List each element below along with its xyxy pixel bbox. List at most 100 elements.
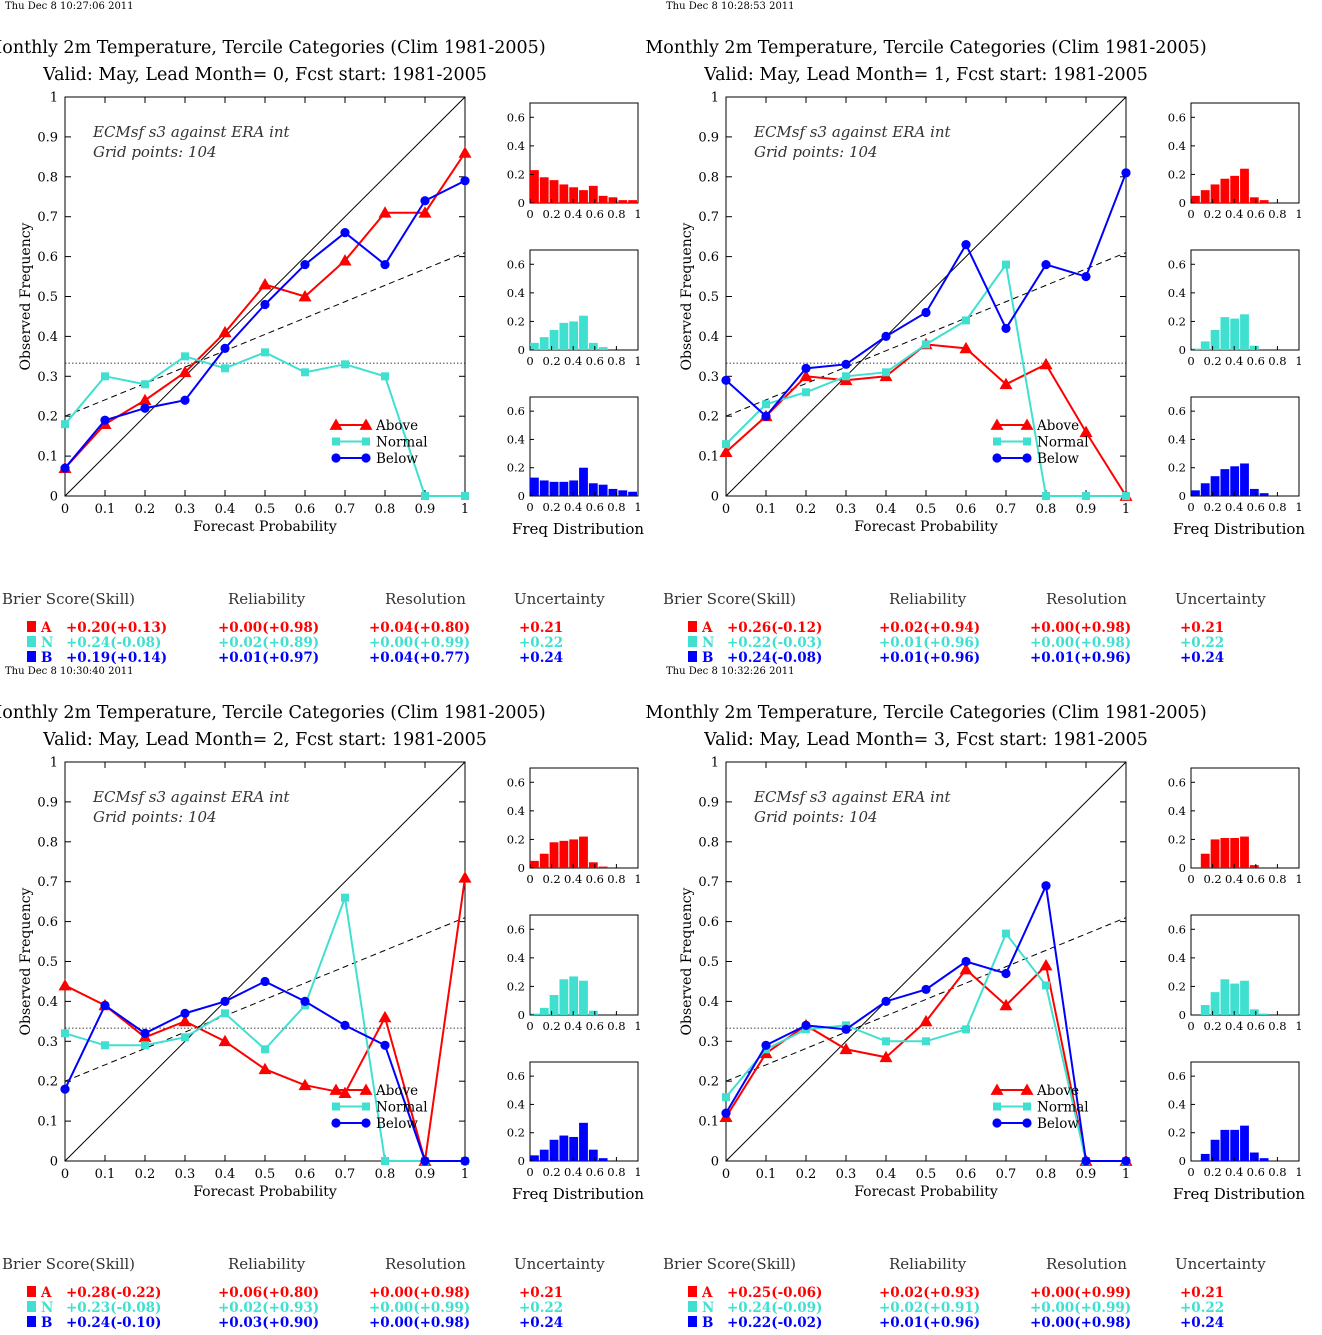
data-point-above [959, 341, 973, 354]
distribution-x-tick-label: 0 [526, 500, 533, 514]
score-category: A [701, 1285, 713, 1301]
perfect-reliability-line [64, 96, 466, 497]
distribution-y-tick-label: 0.6 [507, 404, 525, 418]
y-tick-label: 1 [50, 756, 58, 771]
x-axis-label: Forecast Probability [193, 519, 337, 535]
x-tick-label: 0.4 [215, 502, 236, 517]
distribution-x-tick-label: 1 [634, 500, 641, 514]
distribution-x-tick-label: 0.2 [542, 872, 560, 886]
resolution-score: +0.00(+0.98) [369, 1285, 470, 1301]
score-category: B [702, 1315, 713, 1330]
distribution-y-tick-label: 0.6 [1168, 775, 1186, 789]
data-point-below [921, 984, 931, 995]
distribution-x-tick-label: 0.8 [1268, 500, 1286, 514]
x-tick-label: 0.2 [135, 1167, 156, 1182]
distribution-x-tick-label: 0 [526, 1165, 533, 1179]
distribution-bar-normal [1210, 330, 1220, 350]
distribution-bar-above [598, 195, 608, 203]
legend-label: Below [1037, 451, 1079, 467]
distribution-x-tick-label: 0.4 [1225, 500, 1243, 514]
data-point-below [961, 956, 971, 967]
x-tick-label: 0.7 [335, 502, 356, 517]
distribution-y-tick-label: 0 [518, 1154, 525, 1168]
reliability-score: +0.02(+0.93) [218, 1300, 319, 1316]
distribution-y-tick-label: 0.4 [507, 432, 525, 446]
data-point-normal [261, 1045, 269, 1054]
data-point-normal [301, 368, 309, 377]
reliability-score: +0.03(+0.90) [218, 1315, 319, 1330]
distribution-bar-normal [539, 1007, 549, 1015]
legend-marker [1022, 453, 1032, 463]
distribution-x-tick-label: 0.8 [1268, 354, 1286, 368]
legend-label: Below [1037, 1116, 1079, 1132]
y-tick-label: 0.5 [698, 955, 719, 970]
data-point-normal [722, 1093, 730, 1102]
legend-marker [990, 418, 1004, 430]
y-tick-label: 0.7 [37, 875, 58, 890]
legend-label: Normal [376, 435, 428, 451]
resolution-score: +0.01(+0.96) [1030, 650, 1131, 666]
distribution-bar-below [579, 1122, 588, 1161]
distribution-bar-normal [579, 980, 588, 1015]
annotation-line: ECMsf s3 against ERA int [92, 123, 291, 141]
data-point-normal [181, 352, 189, 361]
distribution-x-tick-label: 0 [526, 207, 533, 221]
score-header: Reliability [889, 590, 967, 608]
distribution-y-tick-label: 0.2 [1168, 167, 1186, 181]
score-category: A [40, 1285, 52, 1301]
distribution-y-tick-label: 0 [1179, 343, 1186, 357]
distribution-x-tick-label: 0.2 [542, 500, 560, 514]
brier-score: +0.22(-0.03) [727, 635, 822, 651]
distribution-bar-normal [1191, 348, 1200, 350]
legend-label: Above [1036, 418, 1079, 434]
score-row-swatch [688, 1316, 697, 1327]
perfect-reliability-line [725, 761, 1127, 1162]
distribution-y-tick-label: 0.4 [507, 804, 525, 818]
uncertainty-score: +0.24 [1180, 650, 1224, 666]
distribution-bar-below [1191, 490, 1200, 496]
score-header: Resolution [1046, 1255, 1127, 1273]
distribution-bar-above [1249, 197, 1259, 203]
distribution-bar-below [1249, 488, 1259, 496]
distribution-bar-below [598, 484, 608, 496]
score-category: N [702, 635, 714, 651]
panel-3: Thu Dec 8 10:32:26 2011 Monthly 2m Temper… [645, 666, 1305, 1331]
data-point-normal [461, 492, 469, 500]
data-point-above [378, 206, 392, 218]
distribution-bar-below [559, 481, 569, 496]
score-row-swatch [688, 651, 697, 662]
distribution-bar-normal [1210, 992, 1220, 1015]
data-point-below [1121, 168, 1131, 178]
data-point-below [921, 307, 931, 318]
score-row-swatch [27, 621, 36, 632]
x-tick-label: 1 [1122, 502, 1130, 517]
data-point-normal [1002, 929, 1010, 938]
distribution-x-tick-label: 0.4 [564, 207, 582, 221]
x-tick-label: 0.1 [756, 1167, 777, 1182]
distribution-y-tick-label: 0.6 [1168, 1069, 1186, 1083]
x-tick-label: 0 [722, 502, 730, 517]
distribution-bar-below [1200, 483, 1210, 496]
y-tick-label: 0.4 [37, 995, 58, 1010]
x-tick-label: 0.7 [996, 1167, 1017, 1182]
distribution-bar-above [1259, 200, 1269, 203]
distribution-bar-above [1210, 839, 1220, 868]
distribution-y-tick-label: 0.6 [507, 257, 525, 271]
legend-label: Above [1036, 1083, 1079, 1099]
annotation-line: ECMsf s3 against ERA int [753, 123, 952, 141]
x-tick-label: 0.5 [916, 1167, 937, 1182]
distribution-y-tick-label: 0.2 [1168, 314, 1186, 328]
legend-marker [331, 453, 341, 463]
distribution-bar-below [598, 1158, 608, 1161]
data-point-below [420, 1156, 430, 1166]
distribution-x-tick-label: 0.2 [1203, 1165, 1221, 1179]
uncertainty-score: +0.24 [1180, 1315, 1224, 1330]
distribution-bar-normal [1200, 341, 1210, 350]
x-tick-label: 0.2 [796, 1167, 817, 1182]
distribution-bar-above [569, 187, 579, 203]
distribution-bar-above [1210, 184, 1220, 203]
data-point-above [799, 369, 813, 382]
y-tick-label: 1 [50, 91, 58, 106]
distribution-x-tick-label: 0.2 [1203, 1019, 1221, 1033]
uncertainty-score: +0.21 [519, 1285, 563, 1301]
